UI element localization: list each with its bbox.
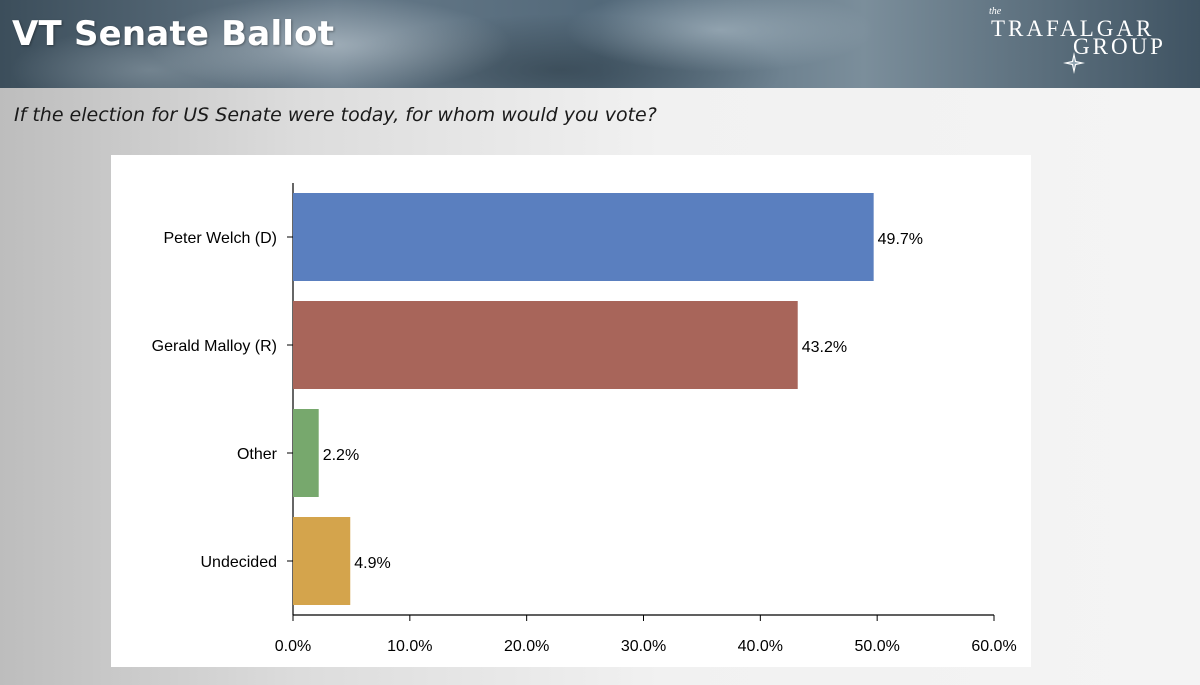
logo-line-1: TRAFALGAR [991,16,1155,41]
data-label: 4.9% [354,555,390,572]
x-tick-label: 40.0% [738,638,783,655]
bar [293,193,874,281]
x-tick-label: 20.0% [504,638,549,655]
slide-title: VT Senate Ballot [12,14,335,54]
logo-small-text: the [989,6,1002,17]
category-label: Gerald Malloy (R) [152,338,277,355]
compass-star-icon [1063,52,1085,74]
x-tick-label: 10.0% [387,638,432,655]
data-label: 49.7% [878,231,923,248]
bar-chart: 0.0% 10.0% 20.0% 30.0% 40.0% 50.0% 60.0% Peter … [152,183,1017,655]
category-label: Other [237,446,278,463]
category-label: Undecided [201,554,278,571]
x-tick-label: 0.0% [275,638,311,655]
logo-line-2: GROUP [1073,34,1166,59]
data-label: 43.2% [802,339,847,356]
x-tick-label: 30.0% [621,638,666,655]
title-banner: VT Senate Ballot the TRAFALGAR GROUP [0,0,1200,88]
chart-panel: 0.0% 10.0% 20.0% 30.0% 40.0% 50.0% 60.0% Peter … [111,155,1031,667]
data-label: 2.2% [323,447,359,464]
x-tick-label: 50.0% [854,638,899,655]
survey-question: If the election for US Senate were today… [14,104,657,126]
bar [293,517,351,605]
x-tick-label: 60.0% [971,638,1016,655]
bar [293,409,319,497]
bar [293,301,798,389]
trafalgar-group-logo: the TRAFALGAR GROUP [985,4,1185,82]
category-label: Peter Welch (D) [163,230,277,247]
